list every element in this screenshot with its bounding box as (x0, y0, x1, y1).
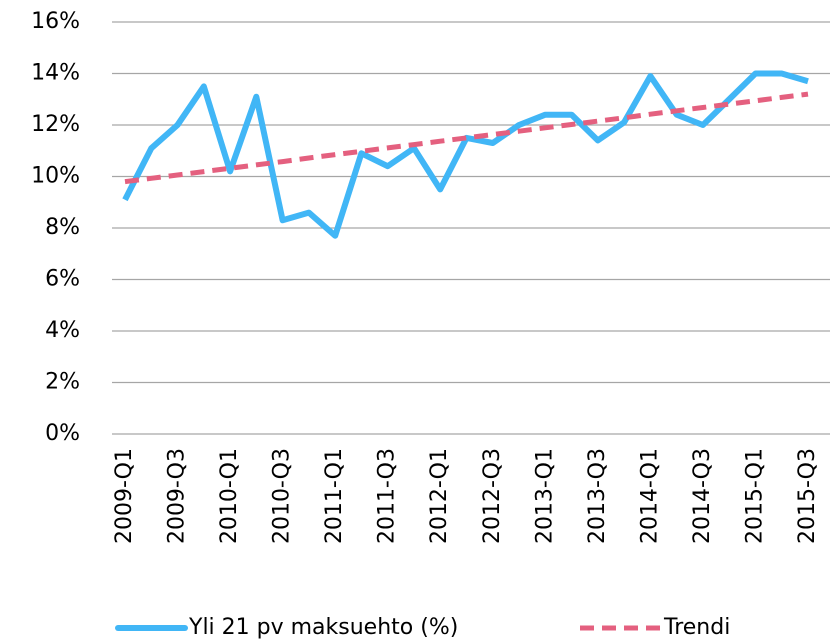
y-tick-label: 12% (31, 112, 80, 137)
series-line (122, 70, 809, 239)
x-tick-label: 2010-Q1 (217, 448, 242, 544)
y-tick-label: 6% (45, 267, 80, 292)
x-tick-label: 2011-Q3 (375, 448, 400, 544)
x-tick-label: 2014-Q3 (690, 448, 715, 544)
x-tick-label: 2015-Q1 (742, 448, 767, 544)
x-tick-label: 2012-Q1 (427, 448, 452, 544)
x-tick-label: 2013-Q1 (532, 448, 557, 544)
series-line (124, 91, 809, 185)
y-tick-label: 4% (45, 318, 80, 343)
x-tick-label: 2009-Q3 (165, 448, 190, 544)
legend-label: Yli 21 pv maksuehto (%) (188, 615, 458, 640)
legend-label: Trendi (663, 615, 730, 640)
y-tick-label: 10% (31, 164, 80, 189)
x-tick-label: 2015-Q3 (795, 448, 820, 544)
x-tick-label: 2012-Q3 (480, 448, 505, 544)
x-tick-label: 2011-Q1 (322, 448, 347, 544)
x-tick-label: 2013-Q3 (585, 448, 610, 544)
x-tick-label: 2009-Q1 (112, 448, 137, 544)
y-tick-label: 8% (45, 215, 80, 240)
y-tick-label: 0% (45, 421, 80, 446)
y-tick-label: 16% (31, 9, 80, 34)
y-tick-label: 14% (31, 61, 80, 86)
x-tick-label: 2014-Q1 (637, 448, 662, 544)
y-tick-label: 2% (45, 370, 80, 395)
x-tick-label: 2010-Q3 (270, 448, 295, 544)
